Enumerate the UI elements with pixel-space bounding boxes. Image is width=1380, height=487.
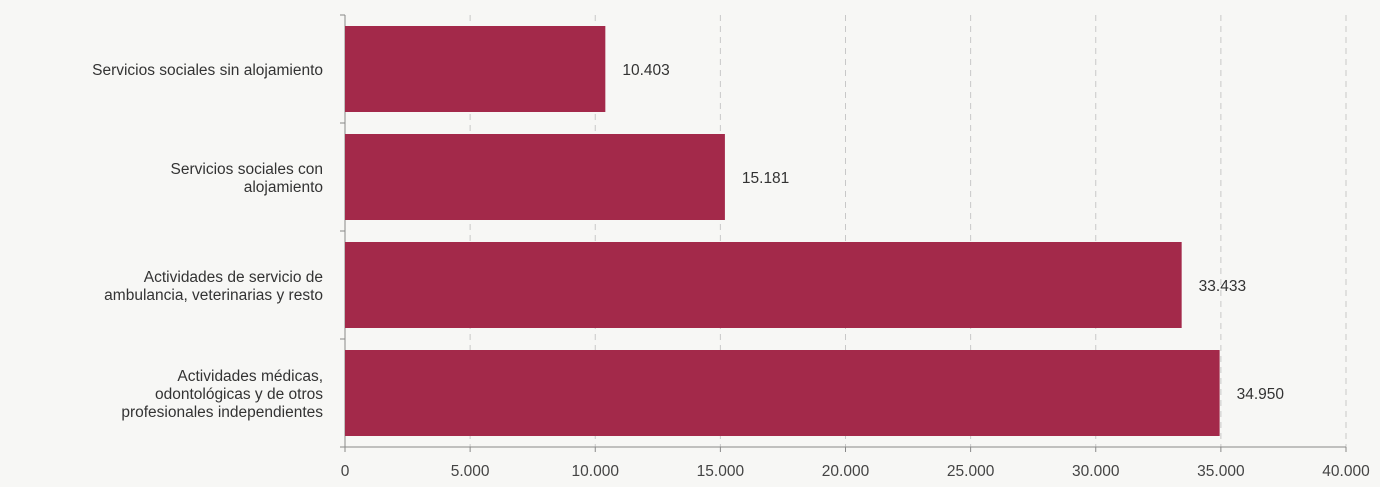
bars — [345, 26, 1220, 436]
category-label: Actividades médicas, odontológicas y de o… — [121, 368, 323, 421]
x-tick-label: 0 — [341, 463, 350, 480]
category-label-line: Servicios sociales sin alojamiento — [92, 62, 323, 79]
category-label-line: Actividades de servicio de — [144, 269, 323, 286]
bar — [345, 242, 1182, 328]
category-label: Actividades de servicio de ambulancia, ve… — [104, 269, 323, 304]
bar — [345, 350, 1220, 436]
x-tick-label: 40.000 — [1322, 463, 1370, 480]
category-label: Servicios sociales con alojamiento — [171, 161, 323, 196]
labels: 0 5.000 10.000 15.000 20.000 25.000 30.000 35.0… — [92, 62, 1370, 480]
x-tick-label: 35.000 — [1197, 463, 1245, 480]
bar — [345, 26, 606, 112]
category-label-line: profesionales independientes — [121, 404, 323, 421]
bar-value-label: 10.403 — [622, 62, 669, 79]
category-label-line: ambulancia, veterinarias y resto — [104, 287, 323, 304]
x-tick-label: 15.000 — [697, 463, 745, 480]
bar-value-label: 34.950 — [1237, 386, 1285, 403]
category-label: Servicios sociales sin alojamiento — [92, 62, 323, 79]
category-label-line: odontológicas y de otros — [155, 386, 323, 403]
x-tick-label: 25.000 — [947, 463, 995, 480]
category-label-line: Servicios sociales con — [171, 161, 323, 178]
bar — [345, 134, 725, 220]
bar-value-label: 15.181 — [742, 170, 789, 187]
bar-value-label: 33.433 — [1199, 278, 1246, 295]
category-label-line: Actividades médicas, — [177, 368, 323, 385]
x-tick-label: 20.000 — [822, 463, 870, 480]
x-tick-label: 10.000 — [572, 463, 620, 480]
x-tick-label: 5.000 — [451, 463, 490, 480]
x-tick-label: 30.000 — [1072, 463, 1120, 480]
category-label-line: alojamiento — [244, 179, 323, 196]
